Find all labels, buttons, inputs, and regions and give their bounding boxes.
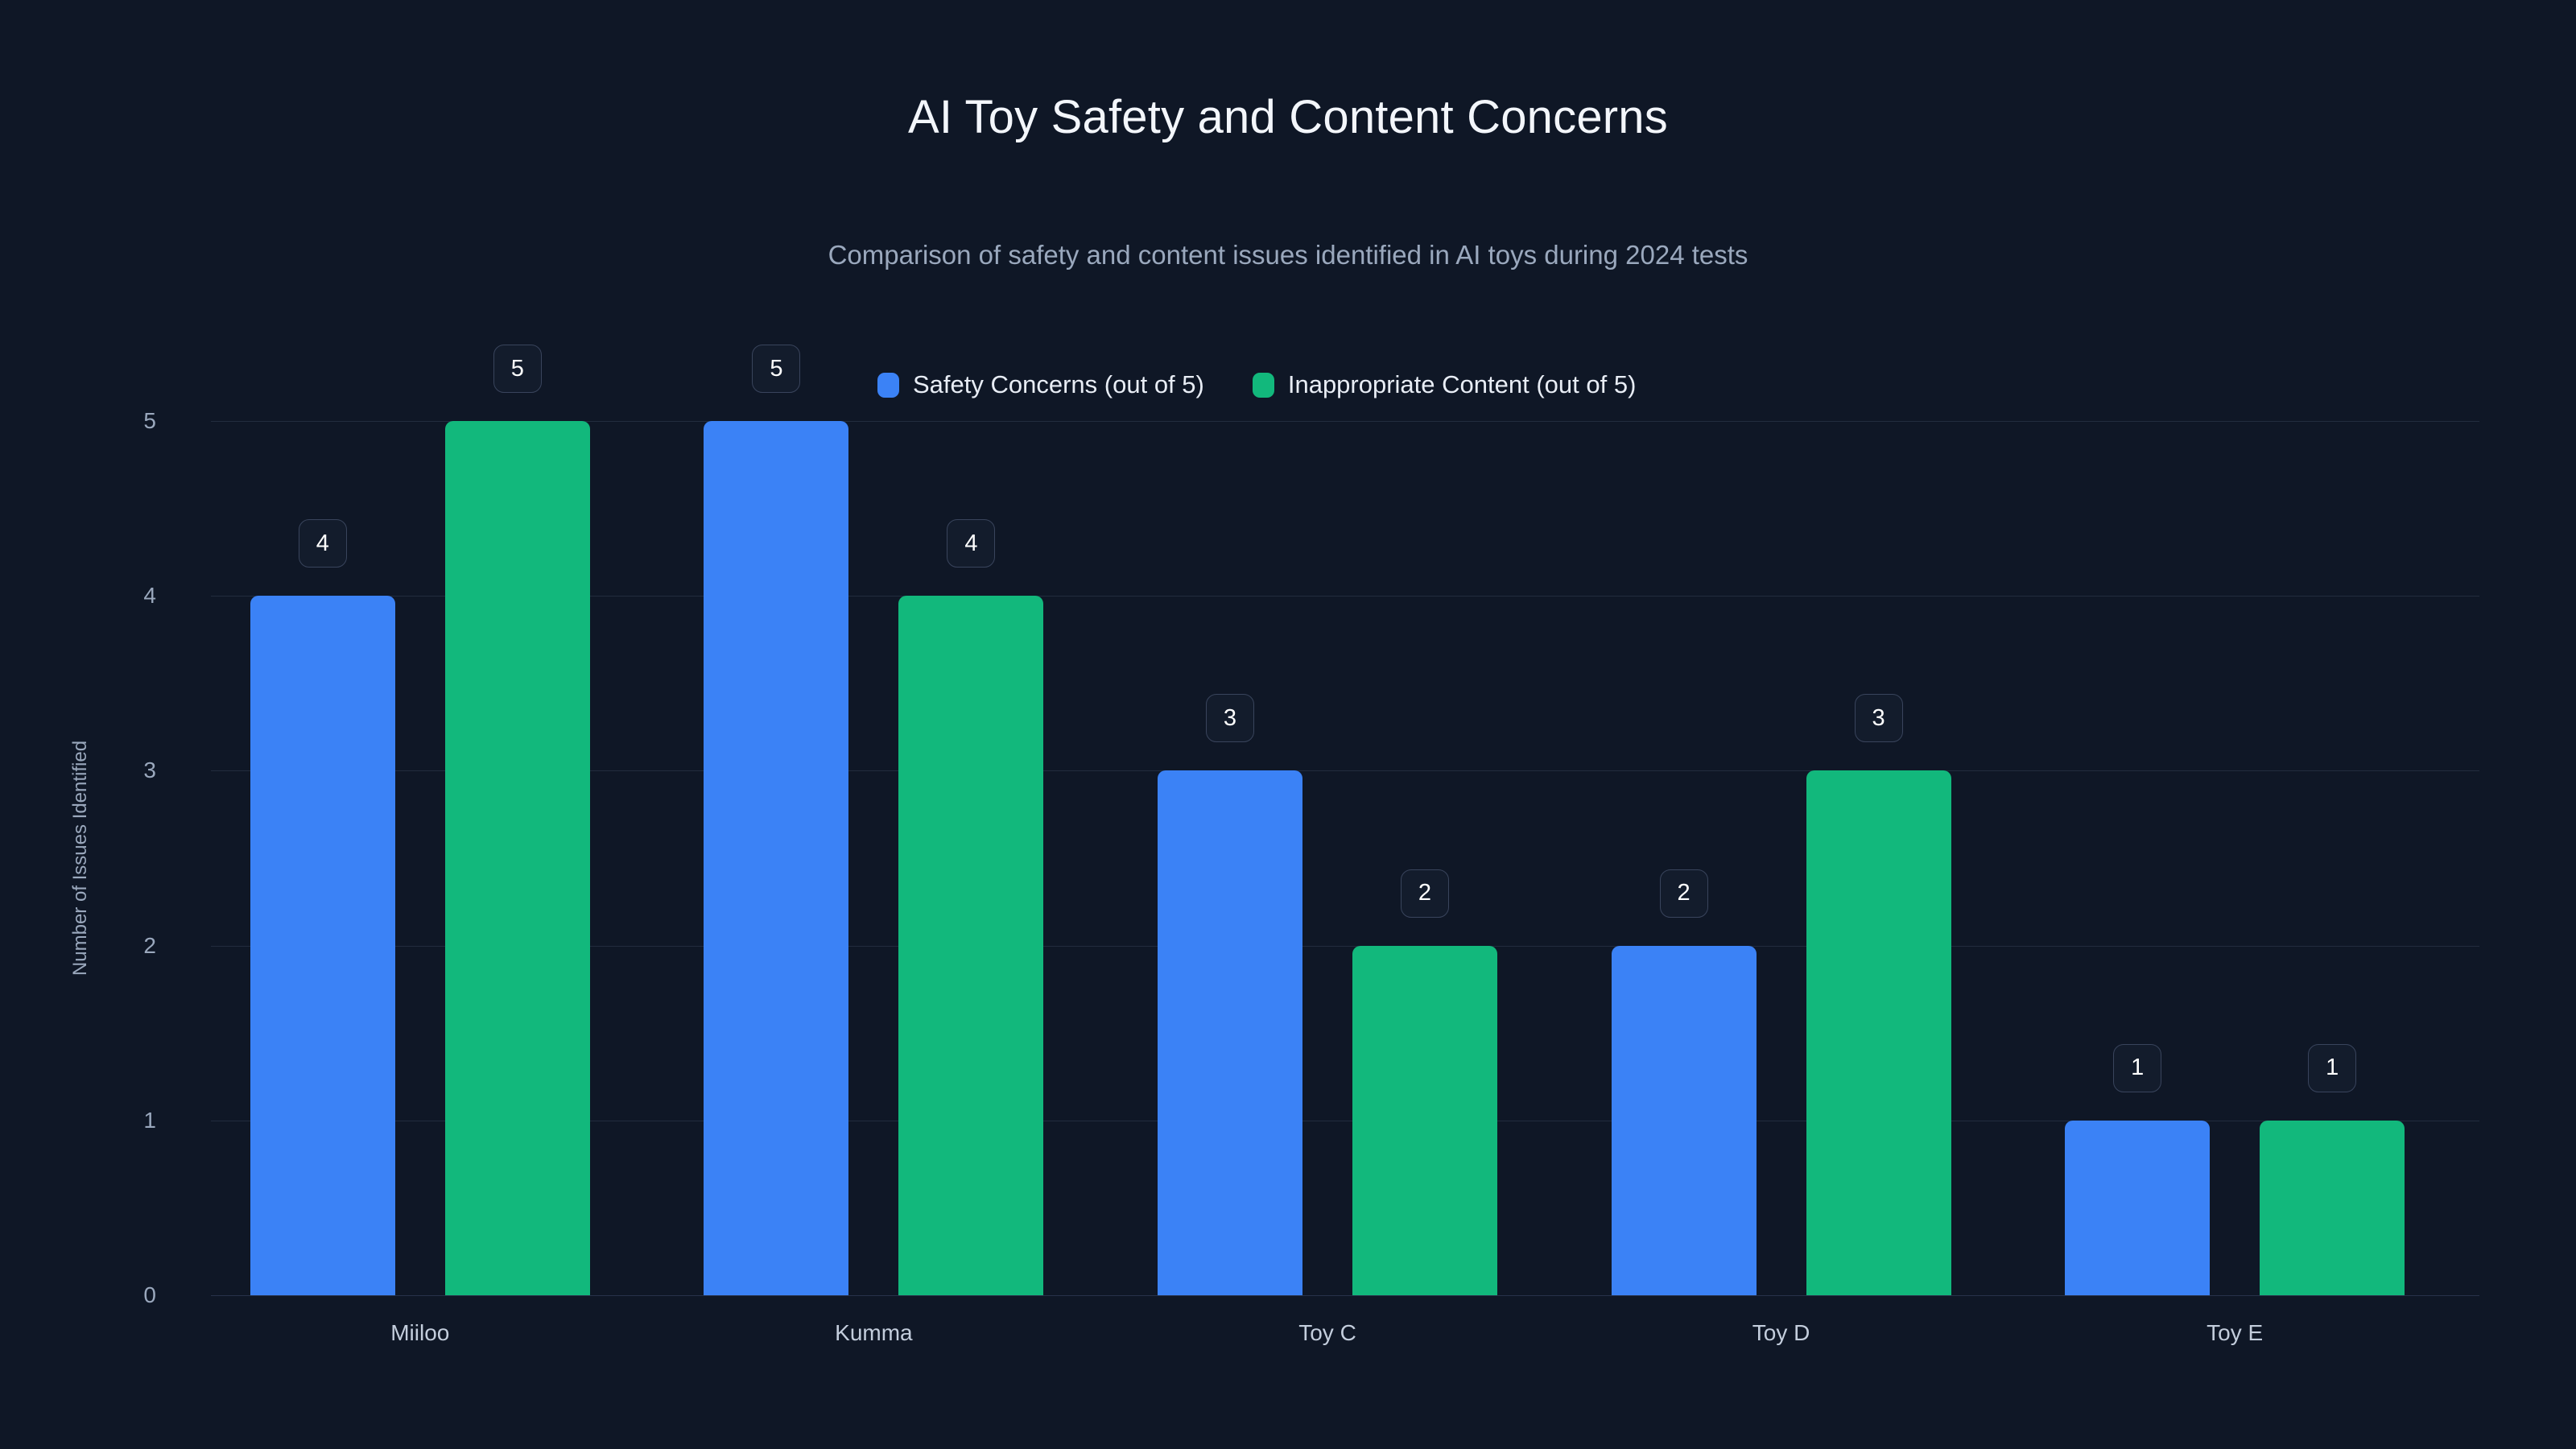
y-tick-label-2: 2 bbox=[143, 932, 156, 958]
chart-title: AI Toy Safety and Content Concerns bbox=[908, 91, 1668, 143]
gridline-2 bbox=[211, 945, 2479, 947]
bar-toy-d-series-0[interactable] bbox=[1611, 945, 1757, 1295]
value-badge-toy-e-series-0: 1 bbox=[2113, 1043, 2162, 1092]
x-label-toy-e: Toy E bbox=[2207, 1320, 2264, 1345]
value-badge-toy-e-series-1: 1 bbox=[2308, 1043, 2357, 1092]
legend-item-0[interactable]: Safety Concerns (out of 5) bbox=[877, 370, 1204, 399]
value-badge-toy-d-series-0: 2 bbox=[1659, 869, 1708, 918]
value-badge-kumma-series-0: 5 bbox=[752, 345, 801, 393]
gridline-0 bbox=[211, 1295, 2479, 1296]
x-label-toy-c: Toy C bbox=[1298, 1320, 1356, 1345]
legend-swatch-icon bbox=[877, 372, 899, 398]
gridline-4 bbox=[211, 596, 2479, 597]
x-label-toy-d: Toy D bbox=[1752, 1320, 1810, 1345]
y-axis-title: Number of Issues Identified bbox=[69, 740, 91, 976]
y-tick-label-4: 4 bbox=[143, 583, 156, 609]
x-axis-labels: Miiloo Kumma Toy C Toy D Toy E bbox=[211, 1320, 2479, 1360]
legend-item-label: Safety Concerns (out of 5) bbox=[913, 370, 1204, 398]
bar-kumma-series-1[interactable] bbox=[898, 596, 1044, 1295]
bar-toy-c-series-1[interactable] bbox=[1352, 945, 1497, 1295]
y-tick-label-5: 5 bbox=[143, 408, 156, 433]
bar-toy-e-series-0[interactable] bbox=[2065, 1120, 2211, 1295]
plot-area: 4 5 5 4 3 2 2 3 1 1 bbox=[211, 345, 2479, 1296]
y-tick-label-0: 0 bbox=[143, 1282, 156, 1307]
y-axis-ticks: 0 1 2 3 4 5 bbox=[0, 408, 187, 1307]
legend-swatch-icon bbox=[1252, 372, 1274, 398]
value-badge-toy-d-series-1: 3 bbox=[1854, 694, 1903, 743]
gridline-3 bbox=[211, 770, 2479, 772]
y-tick-label-1: 1 bbox=[143, 1107, 156, 1133]
value-badge-miiloo-series-1: 5 bbox=[493, 345, 542, 393]
bar-toy-e-series-1[interactable] bbox=[2260, 1120, 2405, 1295]
value-badge-toy-c-series-0: 3 bbox=[1206, 694, 1254, 743]
legend-item-label: Inappropriate Content (out of 5) bbox=[1287, 370, 1637, 398]
bar-miiloo-series-1[interactable] bbox=[444, 421, 590, 1295]
bar-toy-d-series-1[interactable] bbox=[1806, 770, 1951, 1295]
x-label-miiloo: Miiloo bbox=[390, 1320, 450, 1345]
value-badge-toy-c-series-1: 2 bbox=[1401, 869, 1449, 918]
y-tick-label-3: 3 bbox=[143, 758, 156, 783]
gridline-5 bbox=[211, 421, 2479, 422]
value-badge-kumma-series-1: 4 bbox=[947, 519, 996, 568]
bar-toy-c-series-0[interactable] bbox=[1158, 770, 1302, 1295]
x-label-kumma: Kumma bbox=[835, 1320, 913, 1345]
bar-miiloo-series-0[interactable] bbox=[250, 596, 395, 1295]
chart-subtitle: Comparison of safety and content issues … bbox=[828, 240, 1748, 270]
bar-kumma-series-0[interactable] bbox=[704, 421, 849, 1295]
value-badge-miiloo-series-0: 4 bbox=[298, 519, 347, 568]
legend-item-1[interactable]: Inappropriate Content (out of 5) bbox=[1252, 370, 1637, 399]
chart-legend: Safety Concerns (out of 5) Inappropriate … bbox=[877, 370, 1636, 399]
